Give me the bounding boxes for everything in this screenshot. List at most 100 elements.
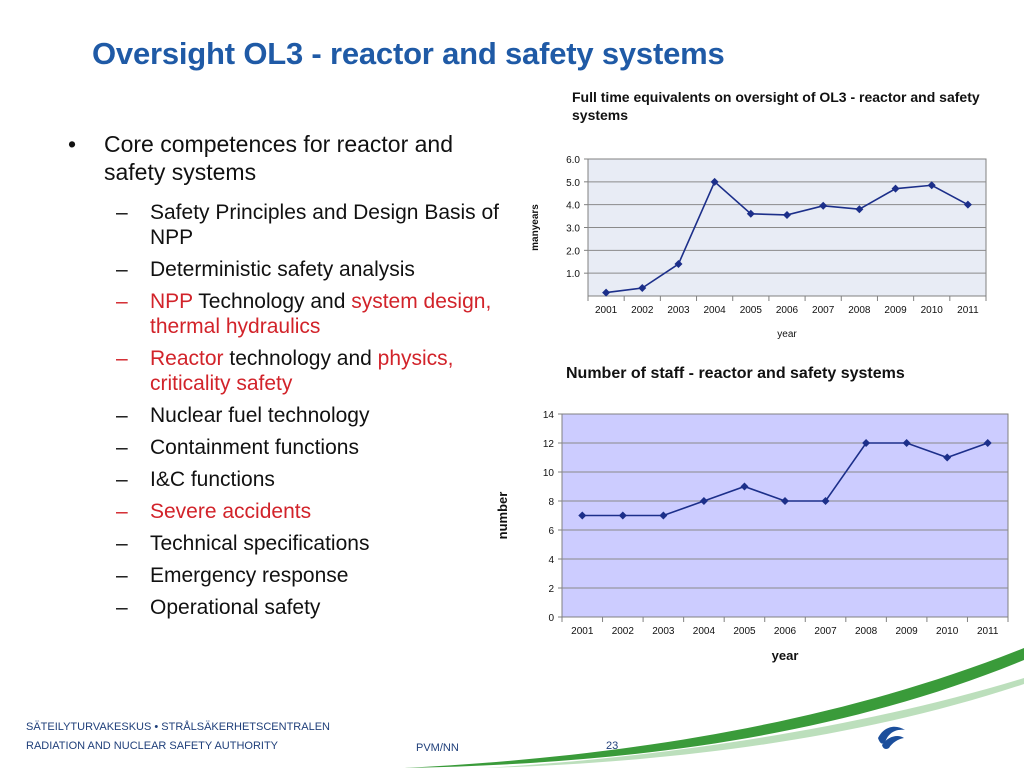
sub-bullet-text: Operational safety xyxy=(150,596,321,619)
data-point-marker xyxy=(821,497,830,505)
x-axis-label: year xyxy=(772,648,799,663)
x-tick-label: 2006 xyxy=(774,626,797,637)
x-tick-label: 2001 xyxy=(571,626,594,637)
x-tick-label: 2008 xyxy=(855,626,878,637)
x-tick-label: 2011 xyxy=(957,305,979,316)
y-axis-label: number xyxy=(495,492,510,540)
y-tick-label: 10 xyxy=(543,468,555,479)
x-tick-label: 2009 xyxy=(896,626,919,637)
sub-bullet-text: Safety Principles and Design Basis of NP… xyxy=(150,201,500,249)
dash-marker: – xyxy=(116,468,128,491)
data-point-marker xyxy=(699,497,708,505)
sub-bullet-item: – Severe accidents xyxy=(62,499,512,524)
x-tick-label: 2003 xyxy=(652,626,675,637)
x-tick-label: 2009 xyxy=(884,305,907,316)
x-tick-label: 2006 xyxy=(776,305,799,316)
y-axis-label: manyears xyxy=(530,204,541,251)
chart-title-staff: Number of staff - reactor and safety sys… xyxy=(566,365,905,382)
chart-staff-number: 0 2 4 6 8 10 12 14 2001 2002 2003 2004 2005 2006 2007 2… xyxy=(495,410,1009,663)
data-point-marker xyxy=(674,260,683,269)
x-tick-label: 2007 xyxy=(814,626,837,637)
sub-bullet-text: Nuclear fuel technology xyxy=(150,404,370,427)
dash-marker: – xyxy=(116,500,128,523)
y-tick-label: 4.0 xyxy=(566,201,580,212)
sub-bullet-text: technology and xyxy=(223,347,378,370)
data-point-marker xyxy=(819,201,828,210)
data-point-marker xyxy=(618,511,627,520)
y-tick-label: 6.0 xyxy=(566,155,580,166)
y-tick-label: 12 xyxy=(543,439,555,450)
data-point-marker xyxy=(638,284,647,293)
y-tick-label: 2.0 xyxy=(566,246,580,257)
sub-bullet-text: Severe accidents xyxy=(150,500,312,523)
data-point-marker xyxy=(855,205,864,214)
bullet-list: • Core competences for reactor and safet… xyxy=(62,130,512,627)
dash-marker: – xyxy=(116,258,128,281)
sub-bullet-text: physics, criticality safety xyxy=(150,347,454,395)
x-tick-label: 2004 xyxy=(693,626,716,637)
x-tick-label: 2010 xyxy=(936,626,959,637)
x-tick-label: 2002 xyxy=(631,305,654,316)
x-tick-label: 2008 xyxy=(848,305,871,316)
sub-bullet-list: – Safety Principles and Design Basis of N… xyxy=(62,200,512,620)
data-point-marker xyxy=(983,439,992,447)
dash-marker: – xyxy=(116,347,128,370)
x-tick-label: 2005 xyxy=(740,305,763,316)
data-point-marker xyxy=(602,288,611,297)
x-axis-label: year xyxy=(777,329,797,340)
data-point-marker xyxy=(927,181,936,190)
stuk-logo: STUK xyxy=(877,721,986,752)
sub-bullet-text: Emergency response xyxy=(150,564,349,587)
sub-bullet-text: Deterministic safety analysis xyxy=(150,258,415,281)
footer-org-line1: SÄTEILYTURVAKESKUS • STRÅLSÄKERHETSCENTR… xyxy=(26,721,330,733)
data-point-marker xyxy=(710,177,719,186)
data-point-marker xyxy=(963,200,972,209)
data-point-marker xyxy=(902,439,911,447)
x-tick-label: 2007 xyxy=(812,305,835,316)
sub-bullet-item: – I&C functions xyxy=(62,467,512,492)
bullet-main: • Core competences for reactor and safet… xyxy=(62,130,512,186)
dash-marker: – xyxy=(116,404,128,427)
sub-bullet-text: Technology and xyxy=(192,290,352,313)
sub-bullet-item: – Deterministic safety analysis xyxy=(62,257,512,282)
stuk-logo-mark xyxy=(877,722,905,750)
data-point-marker xyxy=(943,453,952,462)
footer-org-line2: RADIATION AND NUCLEAR SAFETY AUTHORITY xyxy=(26,740,279,752)
x-tick-label: 2010 xyxy=(921,305,944,316)
x-tick-label: 2002 xyxy=(612,626,635,637)
dash-marker: – xyxy=(116,532,128,555)
x-tick-label: 2004 xyxy=(704,305,727,316)
footer-page-number: 23 xyxy=(606,740,619,752)
y-tick-label: 8 xyxy=(548,497,554,508)
sub-bullet-item: – Emergency response xyxy=(62,563,512,588)
x-tick-label: 2001 xyxy=(595,305,618,316)
data-point-marker xyxy=(578,511,587,520)
dash-marker: – xyxy=(116,290,128,313)
sub-bullet-item: – Operational safety xyxy=(62,595,512,620)
data-point-marker xyxy=(659,511,668,520)
x-tick-label: 2005 xyxy=(733,626,756,637)
data-point-marker xyxy=(783,210,791,219)
bullet-marker: • xyxy=(68,131,77,157)
sub-bullet-text: Containment functions xyxy=(150,436,359,459)
dash-marker: – xyxy=(116,564,128,587)
dash-marker: – xyxy=(116,201,128,224)
data-point-marker xyxy=(746,209,755,218)
sub-bullet-item: – Technical specifications xyxy=(62,531,512,556)
sub-bullet-item: – Containment functions xyxy=(62,435,512,460)
sub-bullet-text: I&C functions xyxy=(150,468,275,491)
sub-bullet-item: – Safety Principles and Design Basis of N… xyxy=(62,200,512,250)
sub-bullet-item: – Reactor technology and physics, critica… xyxy=(62,346,512,396)
y-tick-label: 4 xyxy=(548,555,554,566)
data-point-marker xyxy=(781,497,789,505)
y-tick-label: 5.0 xyxy=(566,178,580,189)
sub-bullet-text: NPP xyxy=(150,290,193,313)
sub-bullet-text: Reactor xyxy=(150,347,224,370)
sub-bullet-text: Technical specifications xyxy=(150,532,370,555)
y-tick-label: 2 xyxy=(548,584,554,595)
sub-bullet-text: system design, thermal hydraulics xyxy=(150,290,492,338)
sub-bullet-item: – NPP Technology and system design, therm… xyxy=(62,289,512,339)
x-tick-label: 2003 xyxy=(667,305,690,316)
y-tick-label: 14 xyxy=(543,410,555,421)
y-tick-label: 6 xyxy=(548,526,554,537)
